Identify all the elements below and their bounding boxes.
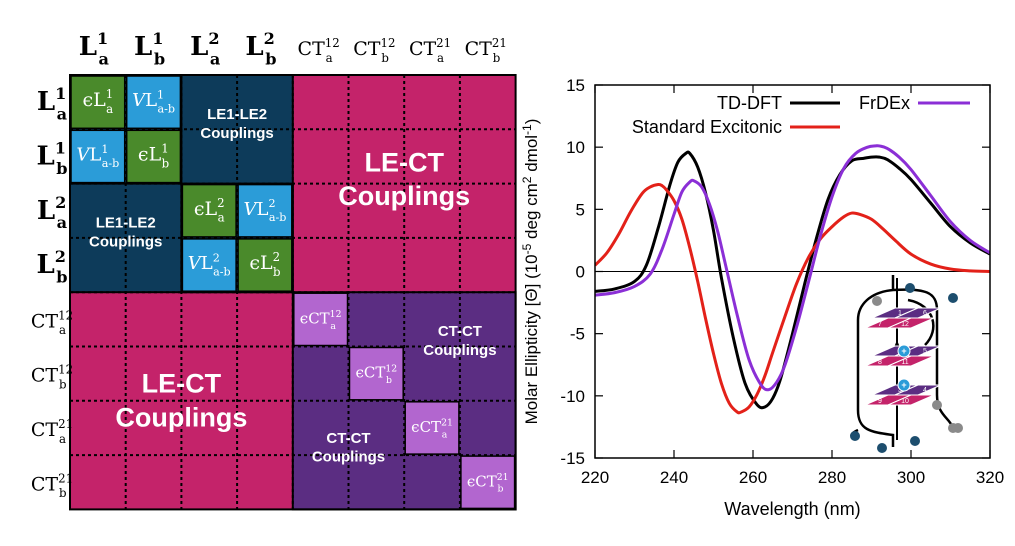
block-border <box>69 74 183 185</box>
energy-cell <box>125 129 182 184</box>
g-quadruplex-inset: 167122581134910++ <box>850 275 963 453</box>
series-line-td-dft <box>595 150 990 410</box>
y-tick-label: -5 <box>570 325 585 344</box>
x-tick-label: 260 <box>739 468 767 487</box>
cd-spectrum-chart: 220 240 260 280 300 320-15-10-5051015TD-DFTSt… <box>520 76 1004 519</box>
y-axis-label: Molar Ellipticity [Θ] (10-5 deg cm2 dmol… <box>520 119 541 425</box>
energy-cell <box>237 238 293 292</box>
energy-cell-label: ϵCT12 a <box>300 309 342 332</box>
block-label: Couplings <box>89 233 162 250</box>
svg-text:5: 5 <box>923 348 927 355</box>
block-border <box>291 291 517 511</box>
block-label: Couplings <box>115 402 247 432</box>
column-header: L1 a <box>79 29 110 68</box>
energy-cell <box>460 455 516 510</box>
energy-cell-label: ϵCT12 b <box>355 363 397 386</box>
series-line-standard-excitonic <box>595 182 990 415</box>
row-header: CT21 a <box>31 417 73 446</box>
svg-text:6: 6 <box>923 310 927 317</box>
energy-cell-label: ϵCT21 a <box>411 418 453 441</box>
svg-text:12: 12 <box>901 321 909 328</box>
legend-label: TD-DFT <box>717 93 782 113</box>
hamiltonian-matrix: ϵL1 a ϵL1 b ϵL2 a ϵL2 b ϵCT12 a ϵCT12 b ϵCT21 a ϵCT21 b… <box>31 29 517 511</box>
energy-cell-label: ϵCT21 b <box>467 472 509 495</box>
energy-cell-label: ϵL2 b <box>249 250 280 279</box>
energy-cell-label: ϵL1 b <box>138 141 169 170</box>
coupling-cell <box>237 183 293 238</box>
column-header: CT21 a <box>409 36 451 65</box>
column-header: CT12 b <box>353 36 395 65</box>
block-label: Couplings <box>338 181 470 211</box>
coupling-cell <box>181 238 237 292</box>
block-label: LE-CT <box>142 369 222 399</box>
x-tick-label: 320 <box>976 468 1004 487</box>
block-border <box>180 182 294 294</box>
row-header: L2 b <box>36 247 67 286</box>
row-header: L2 a <box>37 193 68 232</box>
energy-cell <box>293 292 349 347</box>
plot-frame <box>594 84 991 459</box>
block-label: LE-CT <box>364 147 444 177</box>
column-header: L1 b <box>134 29 165 68</box>
row-header: CT21 b <box>31 471 73 500</box>
svg-text:+: + <box>901 346 906 356</box>
column-header: L2 a <box>190 29 221 68</box>
svg-text:1: 1 <box>898 310 902 317</box>
y-tick-label: 10 <box>566 138 585 157</box>
row-header: L1 a <box>37 84 68 123</box>
column-header: CT12 a <box>298 36 340 65</box>
row-header: CT12 b <box>31 363 73 392</box>
coupling-cell-label: VL1 a-b <box>132 89 175 116</box>
block-label: Couplings <box>312 449 385 466</box>
legend-label: Standard Excitonic <box>632 117 782 137</box>
svg-text:10: 10 <box>901 398 909 405</box>
coupling-cell-label: VL2 a-b <box>243 197 286 224</box>
energy-cell <box>181 183 237 238</box>
y-tick-label: 5 <box>576 200 585 219</box>
y-tick-label: -15 <box>560 449 585 468</box>
coupling-cell-label: VL1 a-b <box>76 143 119 170</box>
x-tick-label: 220 <box>581 468 609 487</box>
svg-text:8: 8 <box>878 359 882 366</box>
coupling-cell <box>125 75 182 130</box>
x-tick-label: 280 <box>818 468 846 487</box>
coupling-cell-label: VL2 a-b <box>188 251 231 278</box>
block-label: CT-CT <box>438 323 482 340</box>
legend-label: FrDEx <box>859 93 910 113</box>
block-label: Couplings <box>200 125 273 142</box>
svg-text:11: 11 <box>901 359 908 366</box>
energy-cell-label: ϵL1 a <box>82 87 113 116</box>
energy-cell <box>404 401 460 455</box>
x-axis-label: Wavelength (nm) <box>724 499 860 519</box>
svg-text:3: 3 <box>898 387 902 394</box>
series-line-frdex <box>595 144 990 392</box>
column-header: CT21 b <box>465 36 507 65</box>
column-header: L2 b <box>245 29 276 68</box>
block-label: LE1-LE2 <box>96 215 156 232</box>
x-tick-label: 300 <box>897 468 925 487</box>
row-header: CT12 a <box>31 308 73 337</box>
y-tick-label: 0 <box>576 263 585 282</box>
block-label: Couplings <box>423 342 496 359</box>
energy-cell <box>348 346 404 401</box>
y-tick-label: -10 <box>560 387 585 406</box>
row-header: L1 b <box>36 139 67 178</box>
y-tick-label: 15 <box>566 76 585 95</box>
energy-cell-label: ϵL2 a <box>194 196 225 225</box>
x-tick-label: 240 <box>660 468 688 487</box>
block-label: CT-CT <box>326 430 370 447</box>
svg-text:4: 4 <box>923 387 927 394</box>
svg-text:+: + <box>901 380 906 390</box>
svg-text:9: 9 <box>878 398 882 405</box>
svg-text:7: 7 <box>878 321 882 328</box>
block-label: LE1-LE2 <box>207 106 267 123</box>
